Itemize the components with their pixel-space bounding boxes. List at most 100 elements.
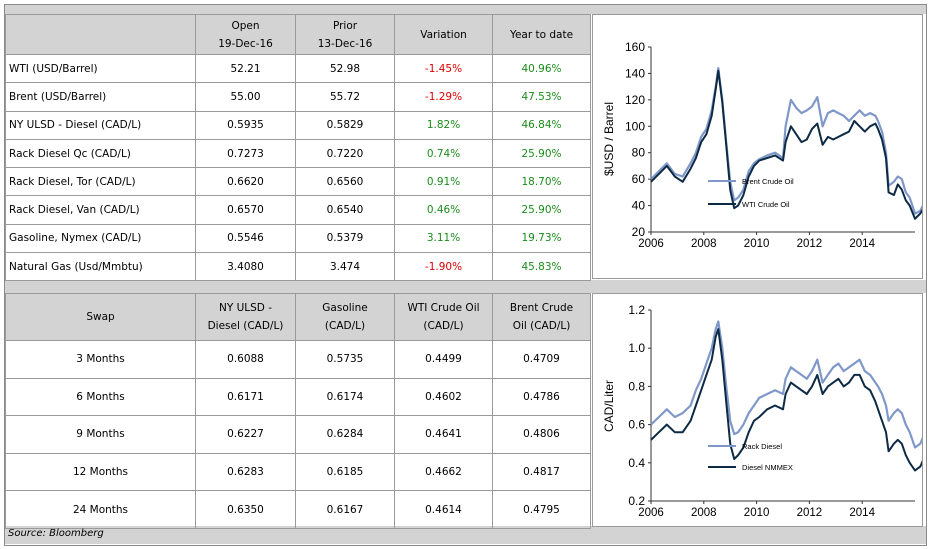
series-line-light [650, 320, 931, 449]
price-variation: 1.82% [394, 110, 493, 140]
price-ytd: 19.73% [492, 223, 591, 254]
swap-ulsd: 0.6227 [195, 415, 296, 454]
y-tick-label: 0.2 [628, 494, 645, 508]
gasoline-line-1: Gasoline [322, 302, 368, 314]
swap-gasoline: 0.6185 [295, 452, 395, 492]
swaps-header-swap: Swap [5, 293, 196, 341]
swap-row: 9 Months 0.6227 0.6284 0.4641 0.4806 [5, 415, 591, 454]
price-prior: 0.5829 [295, 110, 395, 140]
legend-label: Diesel NMMEX [742, 463, 793, 472]
price-ytd: 45.83% [492, 252, 591, 282]
price-ytd: 47.53% [492, 82, 591, 112]
price-open: 3.4080 [195, 252, 296, 282]
diesel-chart: 0.2 0.4 0.6 0.8 1.0 1.2 2006 2008 2010 2012 2014 CA… [602, 303, 931, 519]
diesel-chart-panel: 0.2 0.4 0.6 0.8 1.0 1.2 2006 2008 2010 2012 2014 CA… [592, 293, 931, 527]
price-ytd: 40.96% [492, 53, 591, 84]
x-tick-label: 2014 [849, 507, 875, 519]
swap-term: 6 Months [5, 377, 196, 417]
prices-header-variation: Variation [394, 14, 493, 55]
swaps-header-wti: WTI Crude Oil (CAD/L) [394, 293, 493, 341]
swap-gasoline: 0.5735 [295, 340, 395, 379]
open-date: 19-Dec-16 [218, 37, 273, 50]
price-prior: 0.5379 [295, 223, 395, 254]
price-prior: 0.6560 [295, 167, 395, 197]
price-open: 0.5935 [195, 110, 296, 140]
crude-oil-chart-panel: 20 40 60 80 100 120 140 160 2006 2008 2010 2012 2014… [592, 14, 931, 279]
price-ytd: 25.90% [492, 138, 591, 169]
swap-brent: 0.4795 [492, 490, 591, 529]
swap-brent: 0.4817 [492, 452, 591, 492]
x-tick-label: 2010 [744, 507, 770, 519]
y-tick-label: 160 [625, 40, 645, 54]
swap-gasoline: 0.6167 [295, 490, 395, 529]
price-open: 0.6620 [195, 167, 296, 197]
y-tick-label: 80 [632, 146, 646, 160]
swap-brent: 0.4806 [492, 415, 591, 454]
x-tick-label: 2010 [744, 238, 770, 250]
y-tick-label: 40 [632, 199, 646, 213]
x-tick-label: 2012 [797, 507, 823, 519]
wti-line-2: (CAD/L) [423, 320, 464, 332]
y-tick-label: 100 [625, 119, 645, 133]
price-ytd: 18.70% [492, 167, 591, 197]
gasoline-line-2: (CAD/L) [324, 320, 366, 332]
prices-table: Open 19-Dec-16 Prior 13-Dec-16 Variation Y… [5, 14, 591, 282]
legend-label: Rack Diesel [742, 442, 782, 451]
swap-row: 12 Months 0.6283 0.6185 0.4662 0.4817 [5, 452, 591, 492]
price-label: Rack Diesel, Tor (CAD/L) [5, 167, 196, 197]
price-prior: 55.72 [295, 82, 395, 112]
price-label: Rack Diesel, Van (CAD/L) [5, 195, 196, 225]
x-tick-label: 2012 [797, 238, 823, 250]
price-row: Rack Diesel Qc (CAD/L) 0.7273 0.7220 0.74% 2… [5, 138, 591, 169]
swap-wti: 0.4614 [394, 490, 493, 529]
price-row: Brent (USD/Barrel) 55.00 55.72 -1.29% 47.53% [5, 82, 591, 112]
x-tick-label: 2006 [638, 238, 664, 250]
price-row: Gasoline, Nymex (CAD/L) 0.5546 0.5379 3.11%… [5, 223, 591, 254]
price-label: Brent (USD/Barrel) [5, 82, 196, 112]
swap-wti: 0.4602 [394, 377, 493, 417]
brent-line-1: Brent Crude [509, 302, 574, 314]
swap-ulsd: 0.6088 [195, 340, 296, 379]
prices-header-blank [5, 14, 196, 55]
y-tick-label: 140 [625, 66, 645, 80]
y-tick-label: 0.8 [628, 379, 645, 393]
open-label: Open [231, 19, 260, 32]
price-label: WTI (USD/Barrel) [5, 53, 196, 84]
price-open: 0.5546 [195, 223, 296, 254]
source-band [5, 526, 926, 544]
price-label: NY ULSD - Diesel (CAD/L) [5, 110, 196, 140]
price-variation: -1.29% [394, 82, 493, 112]
swaps-header-brent: Brent Crude Oil (CAD/L) [492, 293, 591, 341]
top-band [5, 5, 926, 14]
price-label: Natural Gas (Usd/Mmbtu) [5, 252, 196, 282]
price-ytd: 25.90% [492, 195, 591, 225]
prices-header-open: Open 19-Dec-16 [195, 14, 296, 55]
price-ytd: 46.84% [492, 110, 591, 140]
swap-ulsd: 0.6350 [195, 490, 296, 529]
price-variation: 0.74% [394, 138, 493, 169]
price-prior: 0.6540 [295, 195, 395, 225]
price-label: Gasoline, Nymex (CAD/L) [5, 223, 196, 254]
price-row: NY ULSD - Diesel (CAD/L) 0.5935 0.5829 1.82… [5, 110, 591, 140]
price-open: 0.7273 [195, 138, 296, 169]
swaps-header-row: Swap NY ULSD - Diesel (CAD/L) Gasoline (CA… [5, 293, 591, 341]
price-prior: 52.98 [295, 53, 395, 84]
price-row: WTI (USD/Barrel) 52.21 52.98 -1.45% 40.96% [5, 53, 591, 84]
y-tick-label: 0.4 [628, 456, 645, 470]
swap-gasoline: 0.6174 [295, 377, 395, 417]
y-axis-label: $USD / Barrel [602, 102, 616, 176]
crude-oil-chart: 20 40 60 80 100 120 140 160 2006 2008 2010 2012 2014… [602, 40, 931, 250]
swap-wti: 0.4662 [394, 452, 493, 492]
price-open: 55.00 [195, 82, 296, 112]
x-tick-label: 2008 [691, 238, 717, 250]
price-open: 52.21 [195, 53, 296, 84]
price-row: Natural Gas (Usd/Mmbtu) 3.4080 3.474 -1.90%… [5, 252, 591, 282]
swap-ulsd: 0.6283 [195, 452, 296, 492]
prior-label: Prior [332, 19, 358, 32]
price-open: 0.6570 [195, 195, 296, 225]
source-note: Source: Bloomberg [8, 528, 104, 539]
price-label: Rack Diesel Qc (CAD/L) [5, 138, 196, 169]
y-tick-label: 60 [632, 172, 646, 186]
swaps-header-gasoline: Gasoline (CAD/L) [295, 293, 395, 341]
prices-header-prior: Prior 13-Dec-16 [295, 14, 395, 55]
